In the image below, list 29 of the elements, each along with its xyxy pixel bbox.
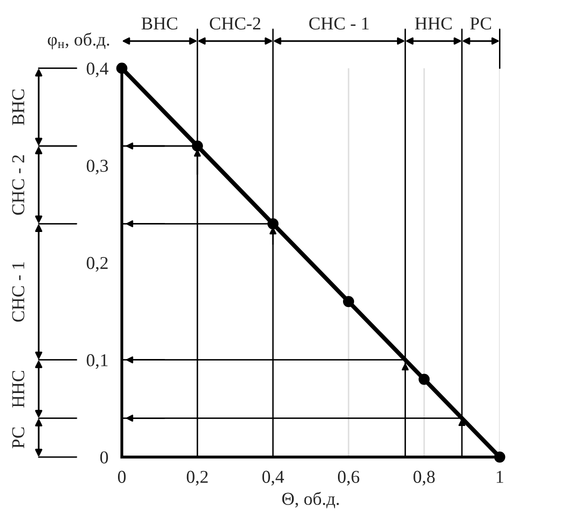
y-tick-label: 0,1 (86, 354, 108, 369)
text: СНС-2 (210, 17, 260, 30)
point (418, 374, 430, 385)
text: РС (470, 17, 491, 30)
text: ННС (415, 17, 452, 30)
text: ВНС (12, 90, 24, 126)
point (342, 296, 354, 308)
text: СНС - 1 (12, 262, 24, 322)
y-axis-title: φ$_{н}$, об.д. (48, 32, 110, 50)
y-tick-label: 0,3 (86, 160, 108, 174)
text: РС (12, 427, 24, 448)
y-tick-label: 0 (100, 451, 108, 464)
x-axis-title: Θ, об.д. (282, 492, 339, 508)
x-tick-label: 0,6 (338, 470, 360, 486)
x-tick-label: 0 (118, 470, 126, 483)
point (494, 452, 506, 463)
x-tick-label: 1 (496, 470, 504, 483)
text: СНС - 1 (309, 17, 369, 30)
x-tick-label: 0,2 (186, 470, 208, 486)
point (116, 62, 128, 74)
y-tick-label: 0,2 (86, 256, 108, 272)
x-tick-label: 0,8 (414, 470, 435, 486)
text: ВНС (142, 17, 178, 30)
x-tick-label: 0,4 (262, 470, 284, 486)
text: СНС - 2 (12, 155, 24, 215)
point (192, 140, 203, 152)
point (267, 218, 279, 230)
y-tick-label: 0,4 (86, 62, 108, 78)
text: ННС (12, 370, 24, 408)
